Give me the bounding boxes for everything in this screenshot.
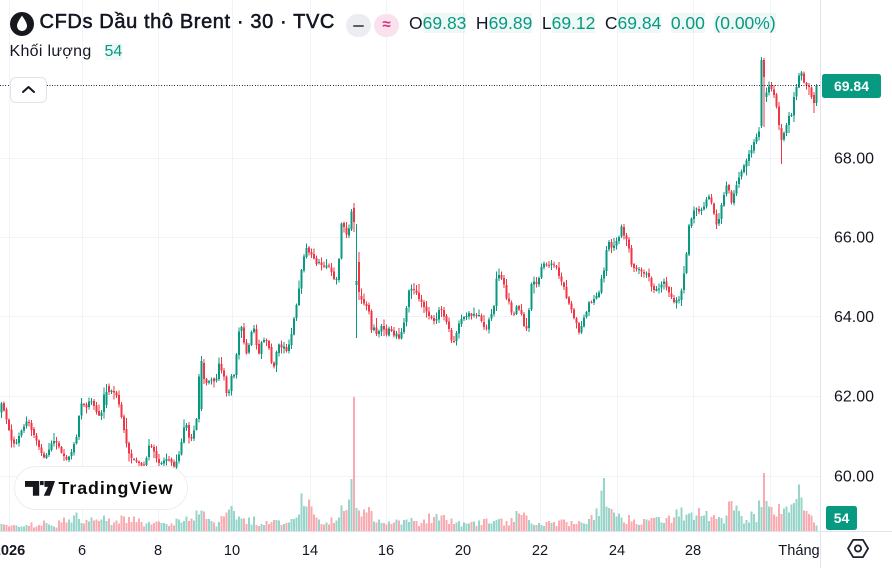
svg-text:8: 8 [154, 543, 162, 559]
svg-text:69.84: 69.84 [834, 78, 869, 94]
svg-text:22: 22 [532, 543, 548, 559]
svg-text:24: 24 [609, 543, 625, 559]
svg-text:14: 14 [302, 543, 318, 559]
svg-text:66.00: 66.00 [834, 230, 874, 247]
svg-text:10: 10 [224, 543, 240, 559]
svg-text:2026: 2026 [0, 543, 25, 559]
svg-text:60.00: 60.00 [834, 468, 874, 485]
svg-text:6: 6 [78, 543, 86, 559]
svg-text:Tháng: Tháng [778, 543, 819, 559]
svg-text:68.00: 68.00 [834, 150, 874, 167]
svg-text:64.00: 64.00 [834, 309, 874, 326]
svg-text:54: 54 [834, 510, 850, 526]
svg-text:16: 16 [378, 543, 394, 559]
svg-text:20: 20 [455, 543, 471, 559]
svg-text:28: 28 [685, 543, 701, 559]
svg-text:62.00: 62.00 [834, 389, 874, 406]
